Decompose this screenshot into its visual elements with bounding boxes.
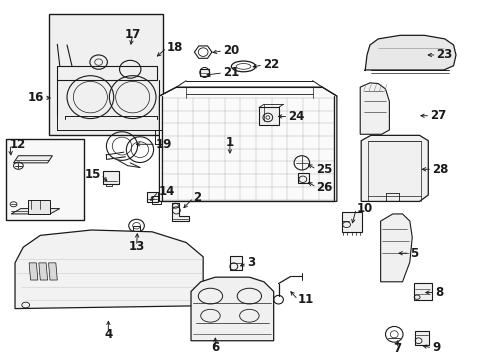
Text: 27: 27 (429, 109, 446, 122)
Polygon shape (159, 87, 336, 202)
Text: 17: 17 (124, 28, 141, 41)
Text: 22: 22 (263, 58, 279, 72)
Text: 28: 28 (431, 163, 447, 176)
Text: 21: 21 (223, 66, 239, 79)
Text: 20: 20 (223, 44, 239, 57)
Text: 1: 1 (225, 136, 233, 149)
Text: 2: 2 (193, 192, 201, 204)
Polygon shape (360, 83, 388, 134)
Text: 18: 18 (166, 41, 183, 54)
Text: 11: 11 (297, 293, 314, 306)
Polygon shape (191, 277, 273, 341)
Polygon shape (365, 35, 455, 71)
Text: 8: 8 (434, 286, 443, 299)
Polygon shape (15, 230, 203, 309)
Bar (103, 171, 119, 184)
Bar (106, 184, 112, 186)
Polygon shape (361, 135, 427, 202)
Polygon shape (39, 263, 47, 280)
Bar (341, 212, 362, 232)
Text: 4: 4 (104, 328, 112, 341)
Polygon shape (380, 214, 411, 282)
Bar (259, 108, 278, 125)
Bar (6, 139, 84, 220)
Polygon shape (171, 203, 188, 221)
Text: 26: 26 (316, 181, 332, 194)
Text: 9: 9 (431, 341, 440, 354)
Bar (49, 14, 163, 135)
Text: 5: 5 (409, 247, 417, 260)
Bar (297, 173, 308, 183)
Text: 13: 13 (128, 240, 144, 253)
Bar (414, 331, 428, 345)
Text: 14: 14 (158, 185, 174, 198)
Bar (147, 192, 158, 202)
Bar (28, 201, 50, 214)
Polygon shape (48, 263, 57, 280)
Text: 3: 3 (246, 256, 255, 269)
Polygon shape (29, 263, 38, 280)
Text: 7: 7 (393, 342, 401, 355)
Text: 10: 10 (356, 202, 372, 215)
Text: 12: 12 (10, 138, 26, 151)
Text: 24: 24 (287, 110, 304, 123)
Text: 19: 19 (156, 138, 172, 151)
Text: 6: 6 (211, 341, 219, 354)
Text: 25: 25 (316, 163, 332, 176)
Polygon shape (11, 208, 60, 214)
Bar (132, 226, 140, 232)
Text: 23: 23 (436, 49, 452, 62)
Bar (152, 197, 161, 204)
Bar (229, 256, 242, 270)
Polygon shape (200, 68, 209, 76)
Polygon shape (14, 156, 52, 163)
Text: 15: 15 (84, 168, 101, 181)
Bar (413, 283, 431, 300)
Text: 16: 16 (28, 91, 44, 104)
